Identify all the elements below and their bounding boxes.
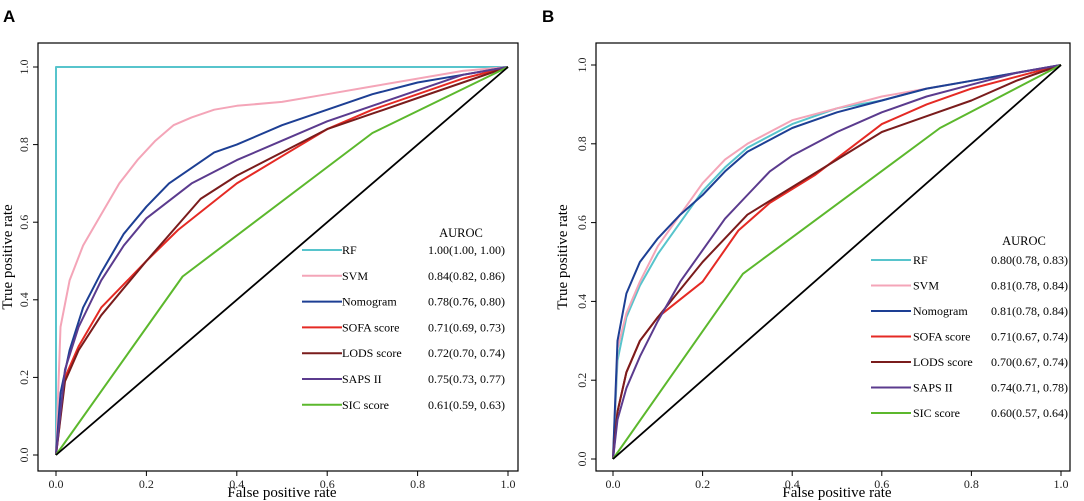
legend: AUROC RF 1.00(1.00, 1.00) SVM 0.84(0.82, 0.8… (302, 226, 505, 412)
legend-series-name: RF (913, 253, 928, 267)
legend-title: AUROC (1002, 234, 1046, 248)
x-tick-label: 0.8 (964, 477, 979, 491)
y-tick-label: 0.4 (17, 292, 31, 307)
panel-label: A (3, 7, 15, 26)
x-axis-title: False positive rate (227, 485, 336, 501)
roc-curve-sic-score (55, 66, 509, 456)
roc-curve-sic-score (612, 64, 1062, 460)
reference-diagonal (612, 64, 1062, 460)
legend-series-name: SVM (913, 279, 939, 293)
legend-auroc-value: 0.72(0.70, 0.74) (428, 346, 505, 360)
legend-auroc-value: 0.74(0.71, 0.78) (991, 381, 1068, 395)
panel-b: B 0.0 0.2 0.4 0.6 0.8 1.0 0.0 0.2 0.4 0.6 0.8 1.0 Fal… (542, 7, 1071, 501)
roc-curve-saps-ii (612, 64, 1062, 460)
legend-auroc-value: 0.60(0.57, 0.64) (991, 406, 1068, 420)
x-tick-label: 1.0 (501, 477, 516, 491)
legend-auroc-value: 0.71(0.69, 0.73) (428, 320, 505, 334)
legend-auroc-value: 0.71(0.67, 0.74) (991, 330, 1068, 344)
legend: AUROC RF 0.80(0.78, 0.83) SVM 0.81(0.78, 0.8… (871, 234, 1068, 420)
legend-series-name: SOFA score (342, 320, 399, 334)
roc-curve-nomogram (55, 66, 509, 456)
x-axis-title: False positive rate (782, 485, 891, 501)
x-tick-label: 0.4 (785, 477, 800, 491)
legend-auroc-value: 0.70(0.67, 0.74) (991, 355, 1068, 369)
x-tick-label: 0.2 (695, 477, 710, 491)
y-tick-label: 0.2 (575, 373, 589, 388)
legend-auroc-value: 0.81(0.78, 0.84) (991, 279, 1068, 293)
legend-series-name: SIC score (342, 398, 389, 412)
plot-frame (595, 42, 1071, 472)
x-tick-label: 0.6 (320, 477, 335, 491)
legend-series-name: SVM (342, 269, 368, 283)
x-tick-label: 0.2 (139, 477, 154, 491)
y-axis-title: True positive rate (0, 204, 16, 310)
reference-diagonal (55, 66, 509, 456)
roc-curve-nomogram (612, 64, 1062, 460)
y-tick-label: 0.2 (17, 370, 31, 385)
x-tick-label: 0.0 (606, 477, 621, 491)
y-tick-label: 0.6 (575, 215, 589, 230)
panel-a: A 0.0 0.2 0.4 0.6 0.8 1.0 0.0 0.2 0.4 0.6 0.8 1.0 Fal… (0, 7, 519, 501)
roc-curve-rf (55, 66, 508, 455)
legend-series-name: Nomogram (913, 304, 968, 318)
panel-label: B (542, 7, 554, 26)
legend-auroc-value: 0.61(0.59, 0.63) (428, 398, 505, 412)
legend-series-name: SAPS II (342, 372, 382, 386)
roc-curve-lods-score (55, 66, 509, 456)
legend-auroc-value: 0.75(0.73, 0.77) (428, 372, 505, 386)
x-tick-label: 0.4 (229, 477, 244, 491)
x-tick-label: 0.8 (410, 477, 425, 491)
y-tick-label: 0.0 (575, 452, 589, 467)
x-tick-label: 0.0 (49, 477, 64, 491)
legend-auroc-value: 1.00(1.00, 1.00) (428, 243, 505, 257)
y-tick-label: 0.8 (575, 136, 589, 151)
legend-series-name: SIC score (913, 406, 960, 420)
roc-curve-lods-score (612, 64, 1062, 460)
legend-auroc-value: 0.81(0.78, 0.84) (991, 304, 1068, 318)
plot-frame (37, 42, 519, 472)
legend-series-name: SOFA score (913, 330, 970, 344)
roc-curve-saps-ii (55, 66, 509, 456)
y-tick-label: 1.0 (17, 60, 31, 75)
roc-curve-svm (55, 66, 509, 456)
y-tick-label: 1.0 (575, 58, 589, 73)
legend-series-name: LODS score (913, 355, 973, 369)
x-tick-label: 0.6 (874, 477, 889, 491)
legend-auroc-value: 0.78(0.76, 0.80) (428, 295, 505, 309)
legend-series-name: Nomogram (342, 295, 397, 309)
y-axis-title: True positive rate (555, 204, 571, 310)
y-tick-label: 0.4 (575, 294, 589, 309)
y-tick-label: 0.6 (17, 215, 31, 230)
legend-series-name: LODS score (342, 346, 402, 360)
y-tick-label: 0.8 (17, 137, 31, 152)
legend-series-name: RF (342, 243, 357, 257)
legend-title: AUROC (439, 226, 483, 240)
y-tick-label: 0.0 (17, 448, 31, 463)
roc-curve-sofa-score (55, 66, 509, 456)
legend-auroc-value: 0.80(0.78, 0.83) (991, 253, 1068, 267)
legend-auroc-value: 0.84(0.82, 0.86) (428, 269, 505, 283)
legend-series-name: SAPS II (913, 381, 953, 395)
x-tick-label: 1.0 (1054, 477, 1069, 491)
